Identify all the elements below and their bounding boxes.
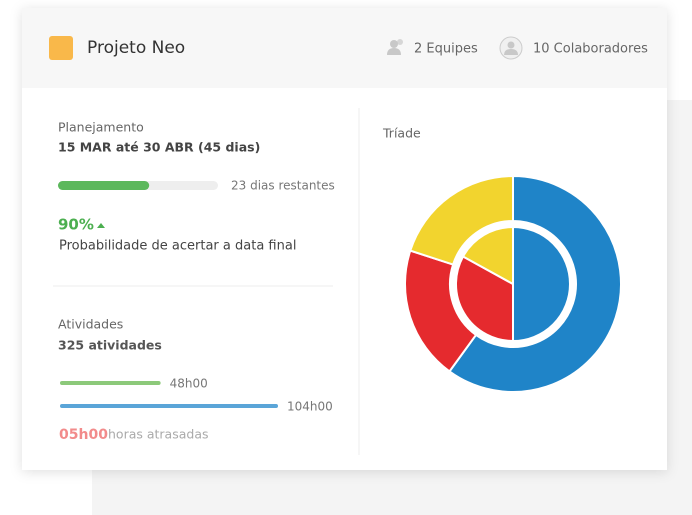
teams: 2 Equipes: [414, 42, 478, 57]
hours-bar: [60, 381, 161, 385]
triad-title: Tríade: [382, 126, 421, 141]
members: 10 Colaboradores: [533, 42, 648, 57]
activities-count: 325 atividades: [58, 338, 162, 353]
planning-label: Planejamento: [58, 120, 144, 135]
hours-label: 104h00: [287, 400, 333, 414]
triad-segment: [409, 174, 514, 266]
hours-bar: [60, 404, 278, 408]
delay-text: horas atrasadas: [108, 427, 209, 442]
delay: 05h00: [59, 427, 108, 443]
card-header: [22, 8, 667, 88]
members-icon: [499, 36, 523, 60]
project-icon: [49, 36, 73, 60]
progress-bar: [58, 181, 150, 190]
project-title: Projeto Neo: [87, 38, 185, 58]
triad-segment: [455, 255, 514, 343]
triad-segment: [448, 174, 622, 393]
triad-segment: [461, 225, 514, 286]
triad-segment: [512, 225, 571, 343]
up-arrow: [97, 223, 105, 228]
planning-period: 15 MAR até 30 ABR (45 dias): [58, 140, 260, 155]
remaining: 23 dias restantes: [231, 179, 335, 193]
probability-text: Probabilidade de acertar a data final: [59, 239, 296, 254]
probability: 90%: [58, 216, 94, 234]
activities-label: Atividades: [58, 317, 123, 332]
teams-icon: [387, 39, 403, 55]
hours-label: 48h00: [170, 377, 208, 391]
